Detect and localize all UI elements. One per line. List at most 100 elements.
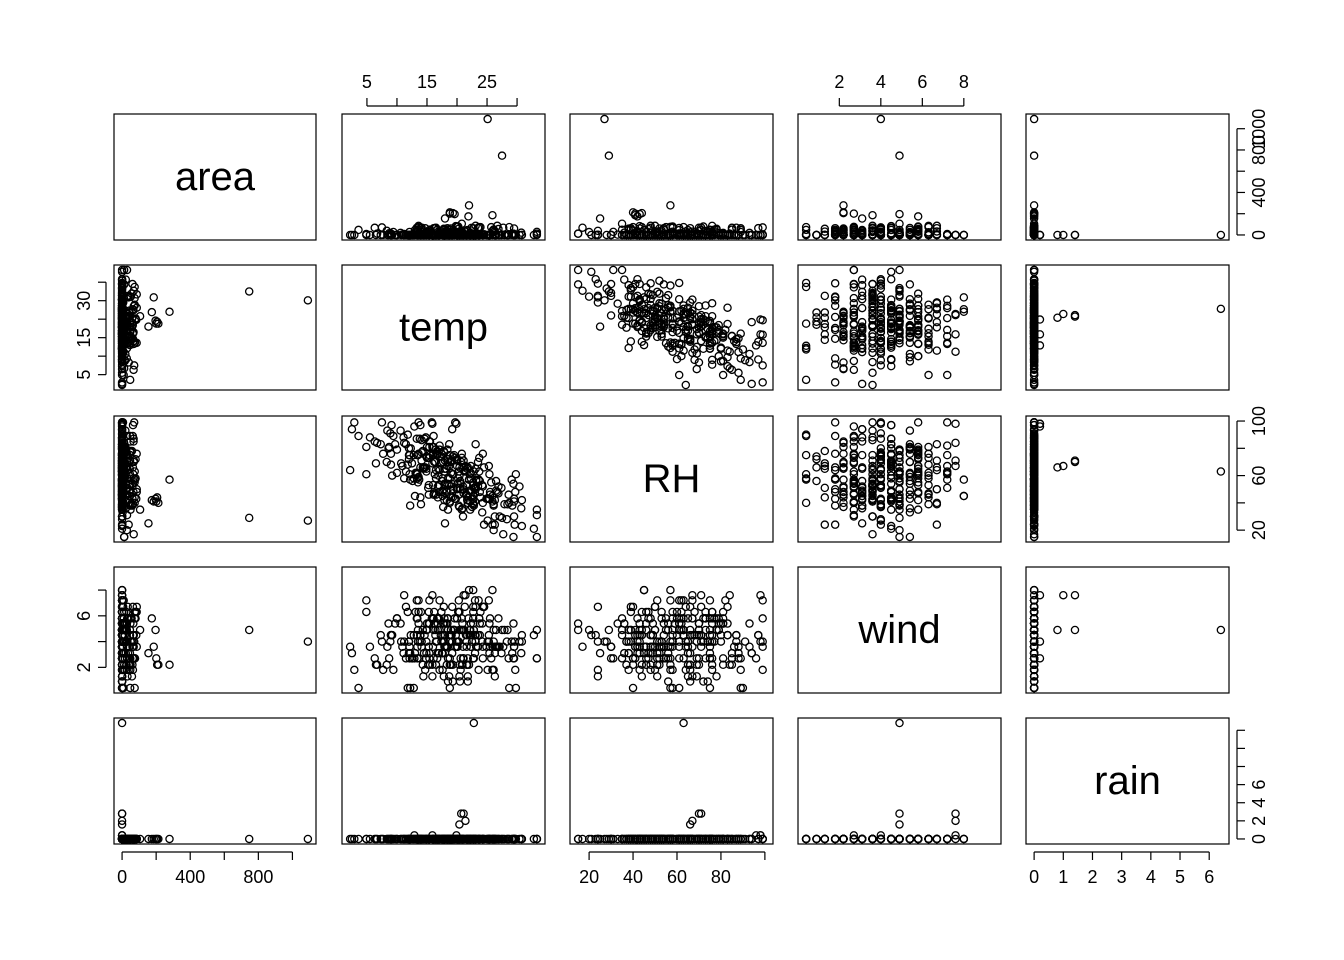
data-point bbox=[830, 312, 840, 322]
data-point bbox=[886, 274, 896, 284]
data-point bbox=[1029, 354, 1039, 364]
data-point bbox=[672, 313, 682, 322]
data-point bbox=[502, 514, 512, 524]
data-point bbox=[461, 230, 470, 240]
data-point bbox=[517, 230, 527, 240]
data-point bbox=[729, 336, 739, 346]
data-point bbox=[404, 637, 414, 646]
data-point bbox=[657, 332, 666, 341]
data-point bbox=[1053, 230, 1062, 240]
data-point bbox=[410, 422, 419, 431]
data-point bbox=[144, 648, 153, 658]
data-point bbox=[849, 489, 859, 498]
data-point bbox=[895, 467, 904, 476]
data-point bbox=[868, 311, 877, 320]
data-point bbox=[378, 449, 388, 459]
data-point bbox=[434, 464, 443, 474]
data-point bbox=[913, 469, 923, 479]
data-point bbox=[117, 309, 127, 319]
data-point bbox=[886, 337, 896, 346]
data-point bbox=[624, 343, 633, 353]
data-point bbox=[420, 463, 430, 472]
data-point bbox=[657, 322, 666, 331]
data-point bbox=[924, 230, 933, 240]
data-point bbox=[648, 321, 658, 331]
data-point bbox=[620, 275, 629, 284]
data-point bbox=[505, 498, 514, 508]
data-point bbox=[679, 304, 688, 314]
data-point bbox=[830, 292, 840, 301]
data-point bbox=[886, 323, 896, 333]
data-point bbox=[876, 502, 886, 512]
data-point bbox=[734, 368, 743, 378]
data-point bbox=[362, 469, 371, 479]
panel-temp-temp: temp bbox=[341, 264, 546, 391]
panel-frame bbox=[113, 264, 317, 391]
data-point bbox=[812, 230, 821, 240]
data-point bbox=[849, 304, 859, 314]
data-point bbox=[125, 375, 135, 385]
data-point bbox=[913, 230, 923, 240]
data-point bbox=[465, 469, 474, 479]
data-point bbox=[595, 214, 605, 223]
data-point bbox=[674, 344, 684, 353]
data-point bbox=[602, 230, 611, 240]
data-point bbox=[801, 230, 811, 240]
data-point bbox=[345, 465, 355, 475]
data-point bbox=[244, 287, 254, 296]
data-point bbox=[839, 317, 848, 327]
data-point bbox=[924, 338, 933, 348]
data-point bbox=[606, 311, 616, 320]
data-point bbox=[609, 265, 618, 275]
data-point bbox=[688, 348, 697, 358]
data-point bbox=[578, 286, 587, 295]
data-point bbox=[424, 480, 434, 490]
data-point bbox=[663, 677, 673, 686]
data-point bbox=[924, 474, 933, 483]
data-point bbox=[532, 510, 542, 520]
data-point bbox=[646, 279, 655, 288]
data-point bbox=[801, 319, 811, 328]
data-point bbox=[895, 265, 904, 275]
data-point bbox=[244, 513, 254, 523]
data-point bbox=[895, 230, 904, 240]
data-point bbox=[149, 497, 158, 506]
data-point bbox=[428, 459, 437, 468]
data-point bbox=[849, 450, 859, 460]
data-point bbox=[511, 665, 520, 675]
data-point bbox=[418, 446, 428, 456]
data-point bbox=[905, 508, 915, 517]
data-point bbox=[354, 225, 363, 235]
data-point bbox=[758, 665, 767, 675]
data-point bbox=[628, 282, 638, 292]
data-point bbox=[857, 504, 867, 513]
data-point bbox=[839, 442, 848, 452]
data-point bbox=[365, 230, 375, 240]
data-point bbox=[876, 315, 886, 324]
data-point bbox=[723, 353, 732, 362]
data-point bbox=[868, 301, 877, 311]
data-point bbox=[1053, 313, 1062, 322]
data-point bbox=[913, 495, 923, 505]
data-point bbox=[942, 418, 952, 427]
data-point bbox=[924, 313, 933, 322]
data-point bbox=[438, 502, 448, 512]
data-point bbox=[633, 307, 642, 317]
data-point bbox=[895, 446, 904, 456]
data-point bbox=[1029, 360, 1039, 369]
data-point bbox=[132, 487, 141, 497]
data-point bbox=[455, 677, 465, 686]
data-point bbox=[895, 290, 904, 300]
variable-label-wind: wind bbox=[857, 608, 940, 652]
data-point bbox=[830, 465, 840, 475]
data-point bbox=[932, 221, 942, 231]
data-point bbox=[578, 223, 587, 232]
data-point bbox=[130, 683, 139, 693]
data-point bbox=[405, 501, 415, 510]
data-point bbox=[129, 469, 138, 479]
data-point bbox=[812, 454, 821, 464]
data-point bbox=[377, 418, 387, 427]
data-point bbox=[650, 221, 660, 231]
data-point bbox=[130, 282, 139, 292]
panel-temp-wind bbox=[797, 264, 1002, 391]
